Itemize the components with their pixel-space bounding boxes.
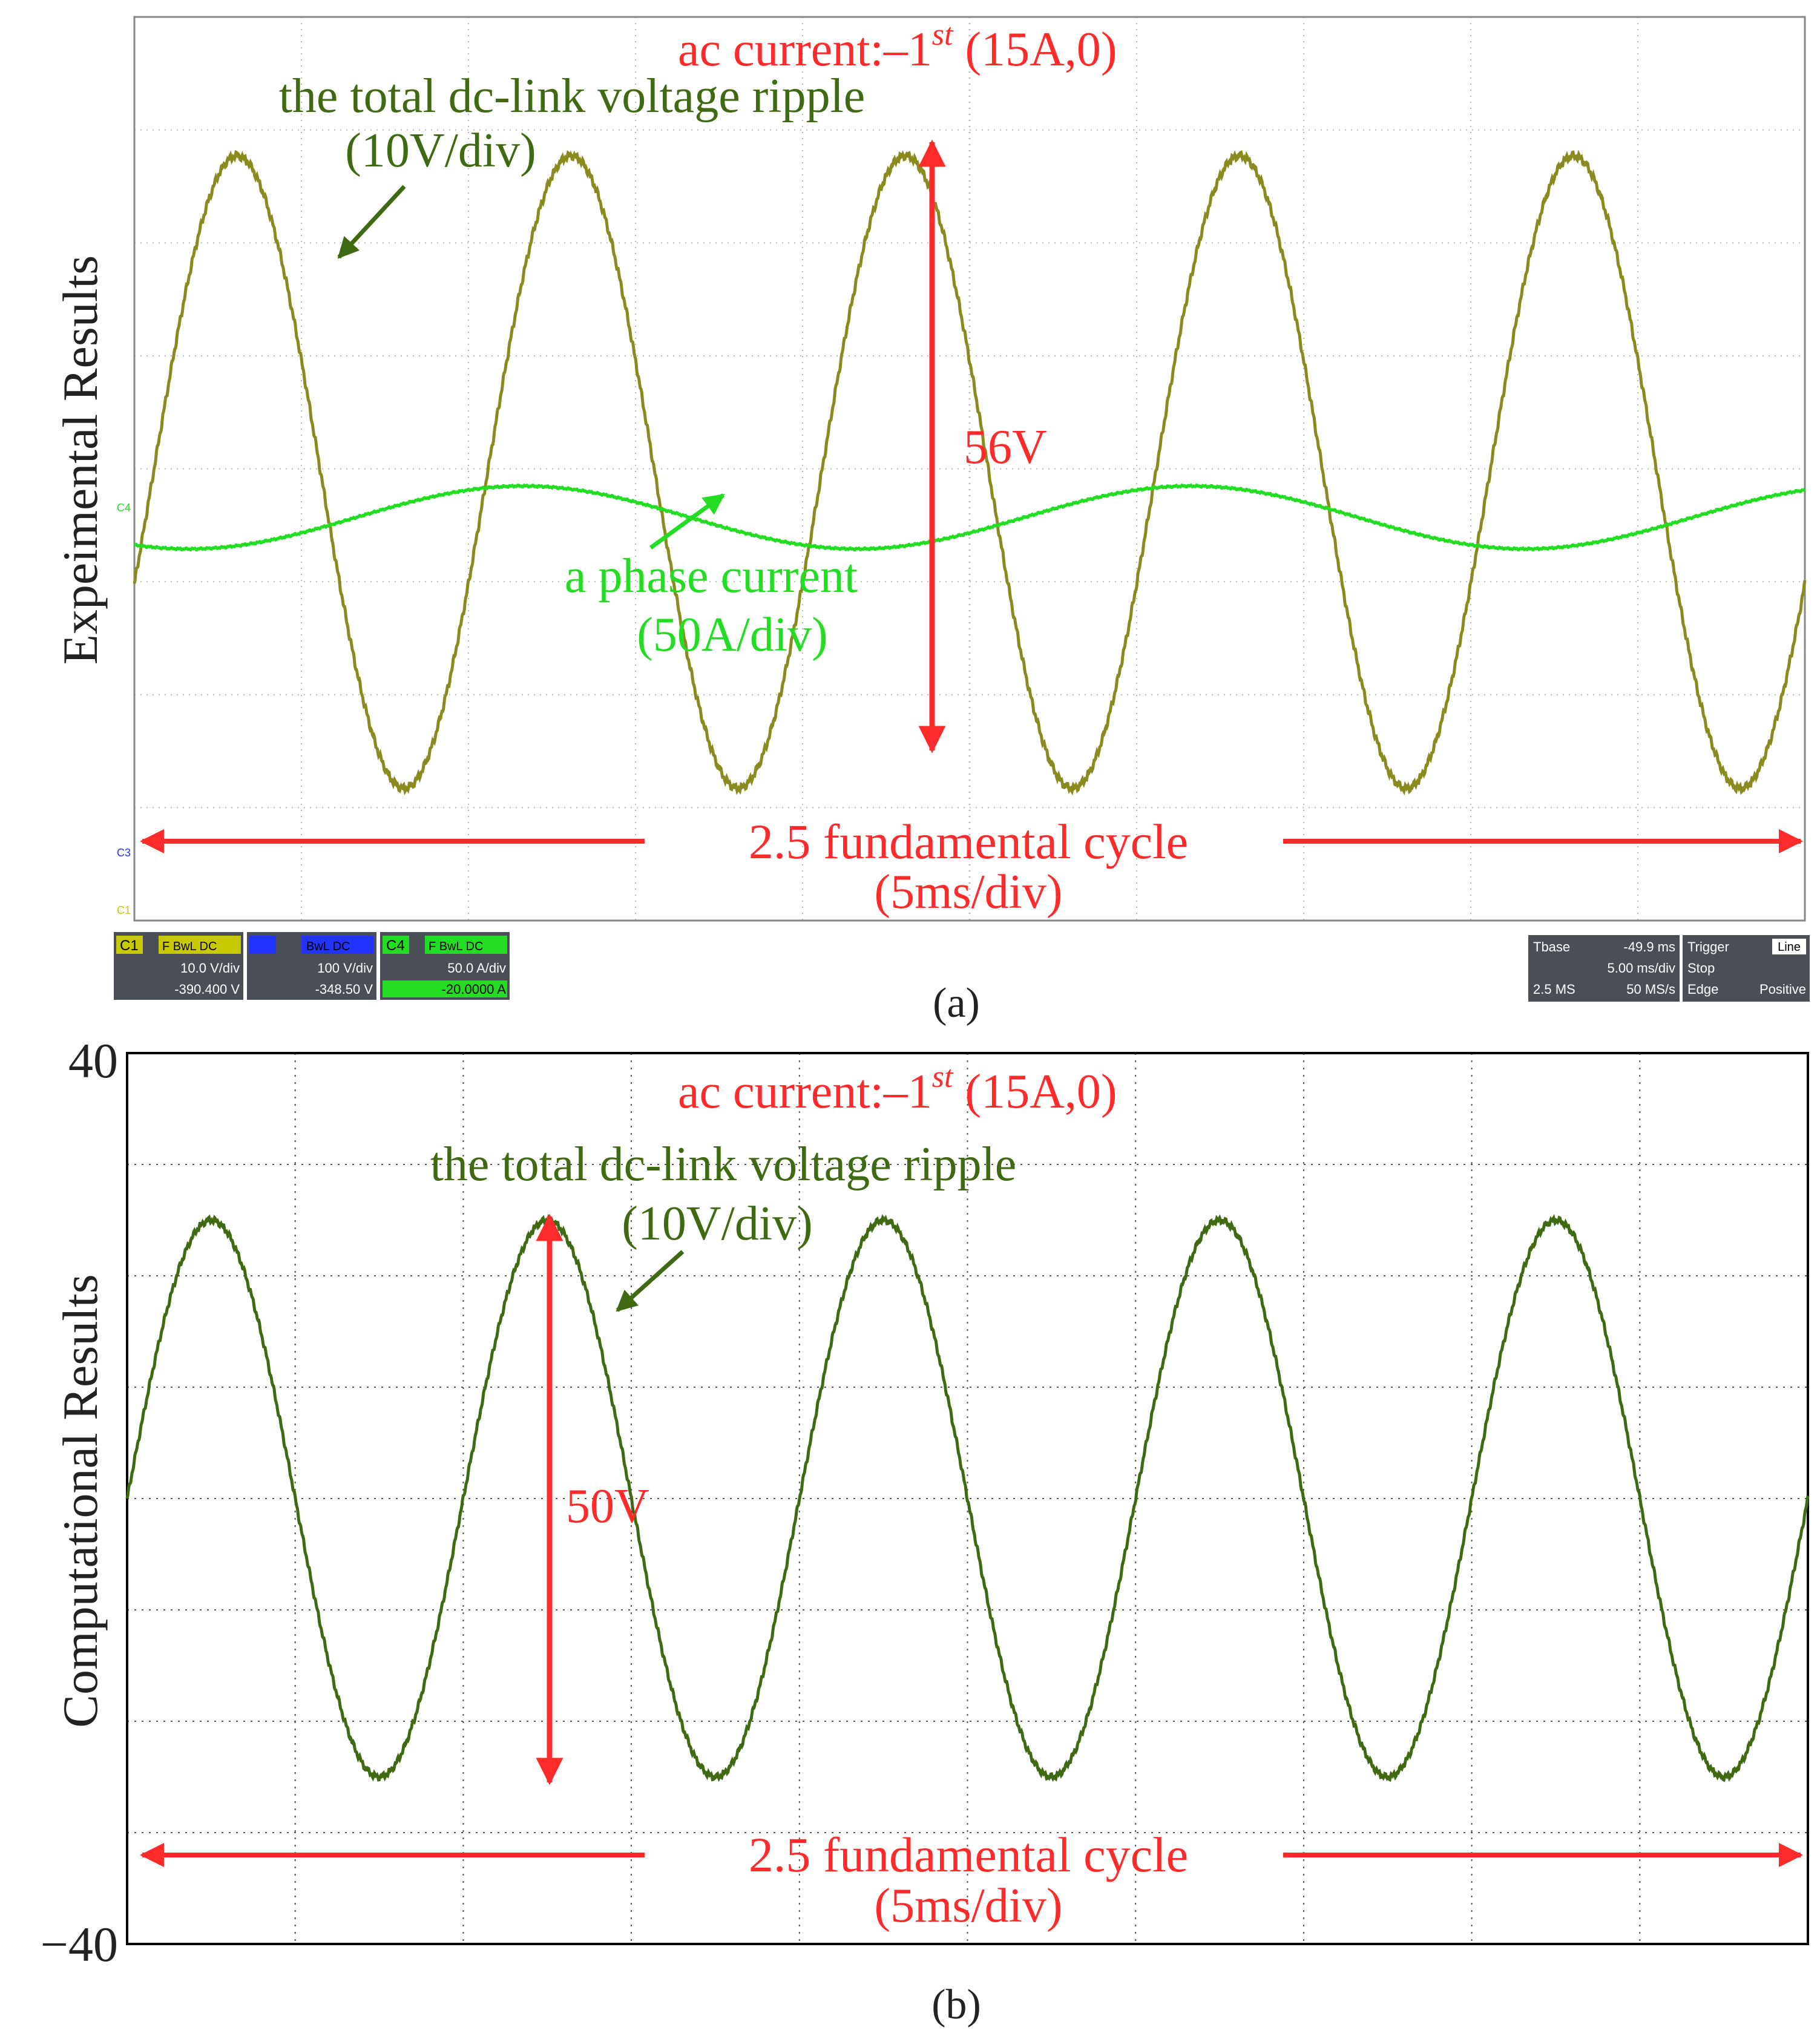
scope-c4-offset: -20.0000 A [442,982,507,997]
timebase-samples: 2.5 MS [1533,982,1575,997]
panel-a: Expeimental Results C4 C3 C1 ac current:… [53,16,1810,1026]
panel-b-side-label: Computational Results [53,1274,108,1727]
panel-b-peak-label: 50V [566,1480,649,1533]
panel-b: Computational Results 40 −40 ac current:… [41,1033,1810,2028]
panel-b-ripple-trace [125,1214,1810,1782]
panel-a-side-label: Expeimental Results [53,255,108,665]
panel-b-ripple-label-2: (10V/div) [622,1197,813,1250]
scope-c1-scale: 10.0 V/div [180,960,240,976]
panel-a-phase-label-2: (50A/div) [637,608,828,662]
panel-a-cycle-label-1: 2.5 fundamental cycle [749,814,1188,869]
panel-a-phase-arrow [649,493,725,550]
scope-timebase: Tbase -49.9 ms 5.00 ms/div 2.5 MS 50 MS/… [1528,935,1680,1002]
scope-c3-name: C3 [253,937,272,954]
scope-c1-flags: F BwL DC [162,940,217,953]
scope-channel-c1: C1 F BwL DC 10.0 V/div -390.400 V [114,932,243,1000]
scope-c4-scale: 50.0 A/div [447,960,506,976]
scope-c1-offset: -390.400 V [174,982,240,997]
panel-b-ripple-arrow [616,1250,685,1312]
panel-a-caption: (a) [933,980,980,1026]
panel-b-cycle-label-2: (5ms/div) [874,1879,1062,1932]
panel-a-ripple-arrow [337,185,406,259]
scope-channel-c4: C4 F BwL DC 50.0 A/div -20.0000 A [380,932,510,1000]
panel-a-peak-label: 56V [964,421,1047,474]
panel-a-ripple-label-1: the total dc-link voltage ripple [279,70,866,123]
scope-c1-name: C1 [120,937,139,954]
timebase-rate: 50 MS/s [1626,982,1675,997]
scope-trigger: Trigger Line Stop Edge Positive [1683,935,1810,1002]
timebase-label: Tbase [1533,939,1570,954]
scope-c4-name: C4 [386,937,405,954]
scope-c3-scale: 100 V/div [317,960,373,976]
trigger-slope: Positive [1759,982,1806,997]
scope-channel-c3: C3 BwL DC 100 V/div -348.50 V [247,932,376,1000]
scope-c3-offset: -348.50 V [315,982,373,997]
panel-b-ytick-bottom: −40 [41,1917,118,1972]
trigger-label: Trigger [1687,939,1729,954]
panel-a-phase-current-trace [134,483,1806,552]
trigger-state: Stop [1687,960,1715,976]
ch-marker-c4: C4 [117,502,131,514]
panel-b-grid [127,1053,1808,1944]
panel-b-caption: (b) [931,1982,981,2028]
ch-marker-c3: C3 [117,847,131,859]
panel-b-cycle-label-1: 2.5 fundamental cycle [749,1827,1188,1882]
panel-b-title: ac current:–1st (15A,0) [678,1060,1117,1118]
scope-c3-flags: BwL DC [306,940,350,953]
timebase-delay: -49.9 ms [1623,939,1675,954]
panel-a-ripple-label-2: (10V/div) [345,124,536,177]
panel-a-frame [133,16,1806,922]
panel-b-ripple-label-1: the total dc-link voltage ripple [430,1138,1017,1191]
ch-marker-c1: C1 [117,904,131,916]
panel-b-ytick-top: 40 [68,1033,118,1088]
panel-a-ripple-trace [133,149,1807,796]
panel-a-title: ac current:–1st (15A,0) [678,18,1117,76]
scope-c4-flags: F BwL DC [429,940,483,953]
panel-a-phase-label-1: a phase current [565,550,858,603]
trigger-source: Line [1778,941,1801,954]
panel-a-cycle-label-2: (5ms/div) [874,865,1062,919]
timebase-scale: 5.00 ms/div [1608,960,1676,976]
trigger-type: Edge [1687,982,1718,997]
